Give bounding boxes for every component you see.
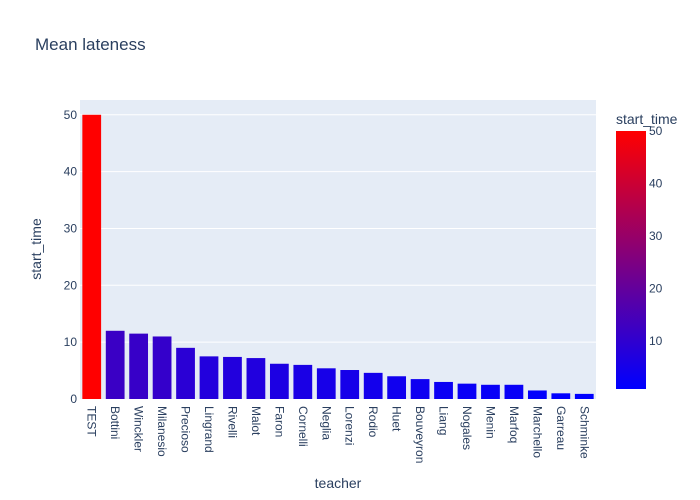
colorbar-tick-label: 10 bbox=[649, 334, 663, 348]
x-tick-label: Milanesio bbox=[155, 406, 169, 457]
bar-nogales[interactable] bbox=[457, 383, 477, 399]
x-tick-label: Schminke bbox=[577, 406, 591, 459]
x-tick-labels: TEST Bottini Winckler Milanesio Precioso Ling… bbox=[85, 406, 592, 463]
colorbar-tick-label: 30 bbox=[649, 229, 663, 243]
x-axis-title: teacher bbox=[315, 475, 362, 491]
bar-schminke[interactable] bbox=[574, 393, 594, 399]
colorbar-tick-label: 50 bbox=[649, 124, 663, 138]
bar-marchello[interactable] bbox=[527, 390, 547, 399]
bar-milanesio[interactable] bbox=[152, 336, 172, 399]
colorbar-title: start_time bbox=[616, 111, 678, 127]
colorbar-tick-label: 40 bbox=[649, 177, 663, 191]
bar-lingrand[interactable] bbox=[199, 356, 219, 399]
x-tick-label: Faron bbox=[272, 406, 286, 437]
y-tick-label: 30 bbox=[64, 221, 78, 235]
bar-test[interactable] bbox=[82, 114, 102, 399]
x-tick-label: Malot bbox=[249, 406, 263, 436]
bar-faron[interactable] bbox=[269, 363, 289, 399]
bar-garreau[interactable] bbox=[551, 393, 571, 399]
x-tick-label: Bouveyron bbox=[413, 406, 427, 463]
bar-cornelli[interactable] bbox=[293, 364, 313, 399]
x-tick-label: Garreau bbox=[554, 406, 568, 450]
y-axis-title: start_time bbox=[28, 218, 44, 280]
x-tick-label: Marchello bbox=[530, 406, 544, 458]
x-tick-label: TEST bbox=[85, 406, 99, 437]
colorbar-gradient bbox=[616, 131, 646, 389]
y-tick-label: 40 bbox=[64, 165, 78, 179]
y-tick-label: 10 bbox=[64, 335, 78, 349]
bar-neglia[interactable] bbox=[316, 368, 336, 399]
x-tick-label: Lorenzi bbox=[343, 406, 357, 445]
chart-title: Mean lateness bbox=[35, 35, 146, 54]
bar-rivelli[interactable] bbox=[223, 356, 242, 399]
y-tick-label: 50 bbox=[64, 108, 78, 122]
bar-lorenzi[interactable] bbox=[340, 370, 360, 399]
y-tick-label: 20 bbox=[64, 278, 78, 292]
x-tick-label: Bottini bbox=[108, 406, 122, 439]
bar-winckler[interactable] bbox=[129, 333, 149, 399]
x-tick-label: Neglia bbox=[319, 406, 333, 440]
x-tick-label: Winckler bbox=[132, 406, 146, 452]
x-tick-label: Nogales bbox=[460, 406, 474, 450]
bar-precioso[interactable] bbox=[176, 347, 195, 399]
bar-marfoq[interactable] bbox=[504, 384, 524, 399]
bar-bottini[interactable] bbox=[105, 330, 125, 399]
bar-malot[interactable] bbox=[246, 358, 266, 399]
x-tick-label: Huet bbox=[390, 406, 404, 432]
bars bbox=[82, 114, 594, 399]
x-tick-label: Rivelli bbox=[225, 406, 239, 438]
x-tick-label: Marfoq bbox=[507, 406, 521, 443]
bar-menin[interactable] bbox=[481, 384, 500, 399]
bar-rodio[interactable] bbox=[363, 372, 383, 399]
x-tick-label: Cornelli bbox=[296, 406, 310, 447]
bar-huet[interactable] bbox=[387, 376, 407, 399]
y-tick-label: 0 bbox=[70, 392, 77, 406]
y-tick-labels: 0 10 20 30 40 50 bbox=[64, 108, 78, 406]
x-tick-label: Menin bbox=[483, 406, 497, 439]
colorbar: start_time 10 20 30 40 50 bbox=[616, 111, 678, 389]
x-tick-label: Precioso bbox=[179, 406, 193, 453]
colorbar-tick-label: 20 bbox=[649, 282, 663, 296]
colorbar-tick-labels: 10 20 30 40 50 bbox=[649, 124, 663, 348]
x-tick-label: Rodio bbox=[366, 406, 380, 438]
bar-bouveyron[interactable] bbox=[410, 379, 430, 399]
bar-liang[interactable] bbox=[434, 381, 453, 399]
x-tick-label: Liang bbox=[437, 406, 451, 435]
x-tick-label: Lingrand bbox=[202, 406, 216, 453]
